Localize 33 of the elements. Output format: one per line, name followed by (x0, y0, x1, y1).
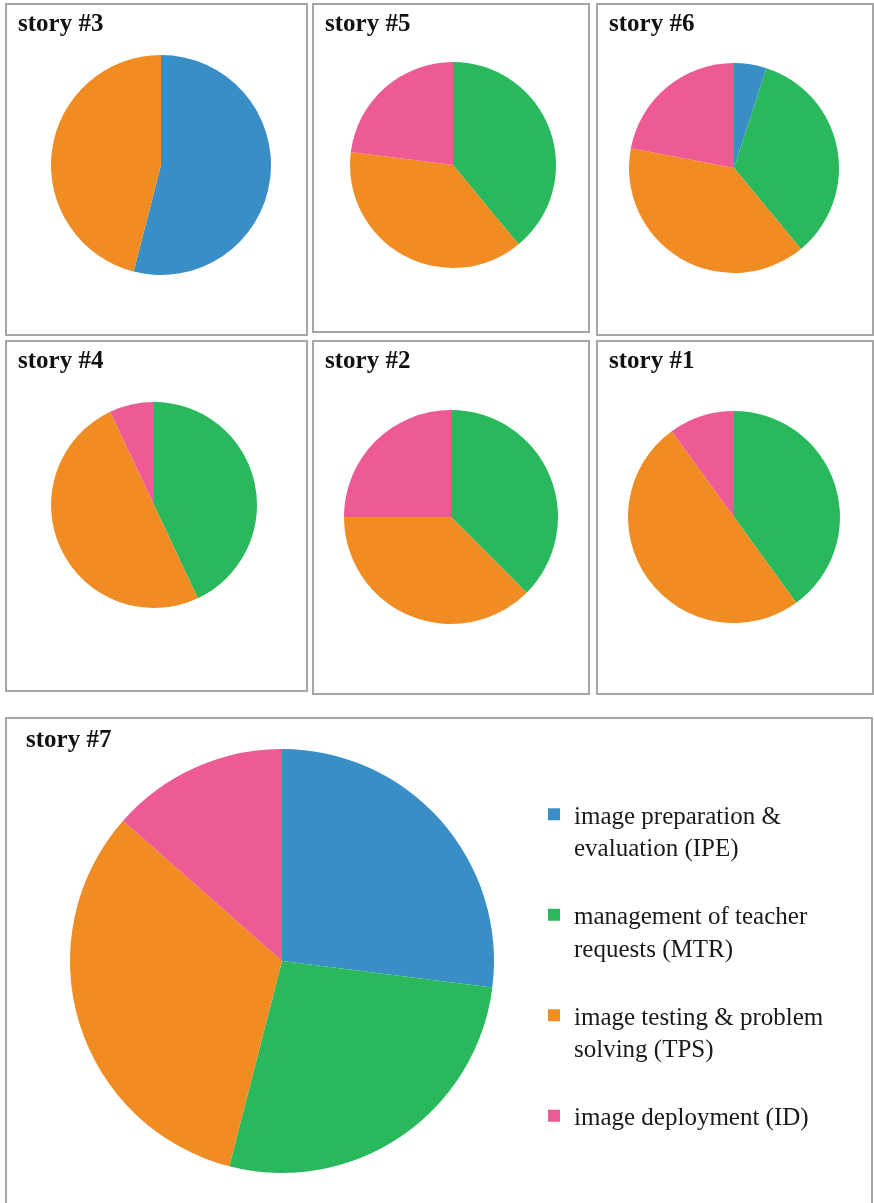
chart-title: story #5 (325, 8, 411, 36)
pie-slice (628, 431, 797, 623)
pie-slice (350, 62, 453, 165)
pie-slice (70, 820, 282, 1167)
legend-label: image deployment (ID) (574, 1103, 809, 1132)
legend-label: management of teacher requests (MTR) (574, 902, 808, 963)
pie-slice (671, 411, 734, 517)
pie-slice (734, 68, 839, 249)
pie-slice (734, 63, 767, 168)
pie-slice (154, 402, 257, 599)
chart-title: story #6 (609, 8, 695, 36)
legend-label: image testing & problem solving (TPS) (574, 1002, 824, 1064)
pie-slice (629, 148, 801, 273)
pie-slice (122, 749, 282, 961)
pie-slice (133, 55, 271, 275)
legend-label: image preparation & evaluation (IPE) (574, 801, 781, 863)
pie-slice (344, 517, 527, 624)
chart-title: story #4 (18, 345, 104, 373)
pie-slice (229, 961, 493, 1173)
pie-slice (282, 749, 494, 988)
pie-slice (51, 55, 161, 272)
chart-title: story #7 (26, 724, 112, 752)
pie-slice (350, 152, 519, 268)
chart-title: story #3 (18, 8, 104, 36)
pie-slice (734, 411, 840, 603)
pie-slice (110, 402, 154, 505)
chart-title: story #1 (609, 345, 695, 373)
pie-slice (51, 411, 198, 608)
pie-slice (451, 410, 558, 593)
pie-slice (453, 62, 556, 245)
pie-slice (630, 63, 734, 168)
pie-slice (344, 410, 451, 517)
chart-title: story #2 (325, 345, 411, 373)
